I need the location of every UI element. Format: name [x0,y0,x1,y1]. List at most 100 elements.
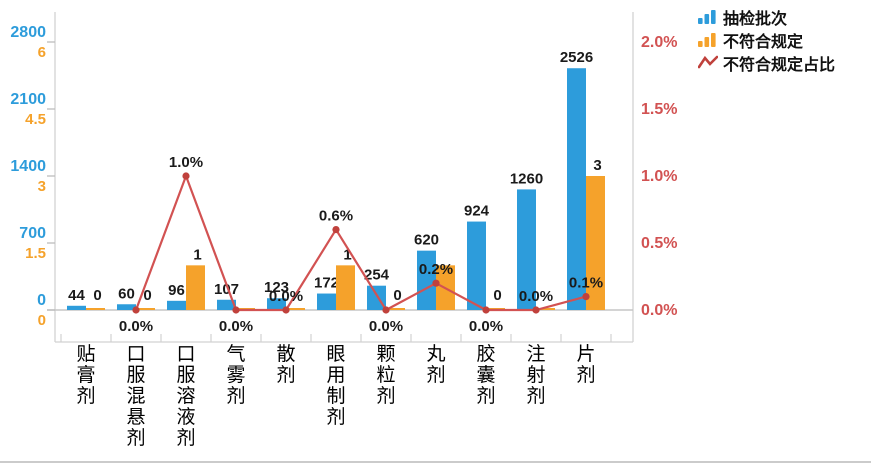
pct-label: 0.0% [469,318,503,335]
legend: 抽检批次不符合规定不符合规定占比 [698,6,836,74]
category-label-char: 剂 [476,385,495,407]
bar-value-label: 0 [493,287,501,304]
bar-noncompliant [186,265,205,310]
pct-line-marker [182,172,190,180]
bar-noncompliant [586,176,605,310]
category-label-char: 胶 [476,343,495,365]
legend-item: 抽检批次 [698,6,835,28]
category-label-char: 服 [176,365,195,386]
bar-value-label: 1260 [510,170,543,187]
category-label-char: 眼 [326,344,345,365]
category-label-char: 剂 [576,364,595,386]
category-label-char: 剂 [176,427,195,449]
pct-label: 0.1% [569,275,603,292]
pct-label: 0.0% [369,318,403,335]
category-label-char: 剂 [276,364,295,386]
left-primary-tick-label: 2800 [10,24,46,41]
right-axis-tick-label: 2.0% [641,34,677,51]
pct-line-marker [582,293,590,301]
category-label-char: 剂 [526,385,545,407]
pct-line-marker [532,306,540,314]
legend-label: 不符合规定 [723,33,804,51]
category-label-char: 粒 [376,364,395,386]
pct-label: 0.0% [219,318,253,335]
bar-sampled-batches [267,298,286,310]
pct-line-marker [132,306,140,314]
bar-value-label: 0 [393,287,401,304]
bar-value-label: 3 [593,157,601,174]
bar-noncompliant [286,308,305,310]
bar-sampled-batches [567,68,586,311]
category-label-char: 剂 [326,406,345,428]
left-primary-tick-label: 700 [19,225,46,242]
bar-noncompliant [386,308,405,310]
left-primary-tick-label: 0 [37,292,46,309]
pct-line-marker [332,226,340,234]
left-secondary-tick-label: 0 [38,312,46,329]
bar-value-label: 96 [168,282,185,299]
category-label-char: 口 [176,344,195,365]
category-label-char: 制 [326,385,345,407]
bar-sampled-batches [217,299,236,310]
bar-noncompliant [136,308,155,310]
right-axis-tick-label: 1.0% [641,168,677,185]
category-label-char: 雾 [226,365,245,386]
blue-bars-icon [698,10,716,24]
category-label-char: 膏 [76,363,95,386]
category-label-char: 剂 [76,385,95,407]
category-label-char: 服 [126,365,145,386]
orange-bars-icon [698,33,716,47]
legend-label: 抽检批次 [723,10,788,28]
category-label-char: 混 [126,385,145,407]
category-label-char: 贴 [76,343,95,365]
category-label-char: 剂 [226,385,245,407]
bar-sampled-batches [167,300,186,310]
category-label-char: 剂 [376,385,395,407]
bar-value-label: 0 [143,287,151,304]
bar-sampled-batches [67,305,86,310]
bar-sampled-batches [517,189,536,310]
legend-item: 不符合规定占比 [698,52,836,74]
bar-value-label: 60 [118,285,135,302]
category-label-char: 注 [526,343,545,365]
left-primary-tick-label: 1400 [10,158,46,175]
category-label-char: 剂 [426,364,445,386]
bar-sampled-batches [317,293,336,310]
category-label-char: 口 [126,344,145,365]
pct-line [134,172,587,312]
right-axis-tick-label: 0.0% [641,302,677,319]
bar-noncompliant [86,308,105,310]
bar-value-label: 44 [68,287,85,304]
pct-label: 0.0% [519,288,553,305]
category-label-char: 气 [226,343,245,365]
pct-line-marker [482,306,490,314]
bar-value-label: 0 [93,287,101,304]
bar-value-label: 620 [414,232,439,249]
category-label-char: 囊 [476,364,495,386]
bar-value-label: 123 [264,279,289,296]
bottom-divider [0,461,871,463]
pct-label: 0.0% [119,318,153,335]
left-secondary-tick-label: 1.5 [25,245,46,262]
pct-label: 0.6% [319,208,353,225]
right-axis-tick-label: 0.5% [641,235,677,252]
category-label-char: 剂 [126,427,145,449]
category-label-char: 颗 [376,344,395,365]
legend-label: 不符合规定占比 [723,56,836,74]
category-label-char: 悬 [126,407,145,428]
category-label-char: 片 [576,343,595,365]
pct-label: 1.0% [169,154,203,171]
red-line-icon [698,55,718,69]
bar-value-label: 254 [364,267,390,284]
left-secondary-tick-label: 4.5 [25,111,46,128]
bar-sampled-batches [467,221,486,310]
pct-line-marker [232,306,240,314]
bar-value-label: 1 [193,246,201,263]
left-secondary-tick-label: 6 [38,44,46,61]
bar-value-label: 2526 [560,49,593,66]
bar-noncompliant [336,265,355,310]
category-label-char: 散 [276,343,295,365]
left-secondary-tick-label: 3 [38,178,46,195]
